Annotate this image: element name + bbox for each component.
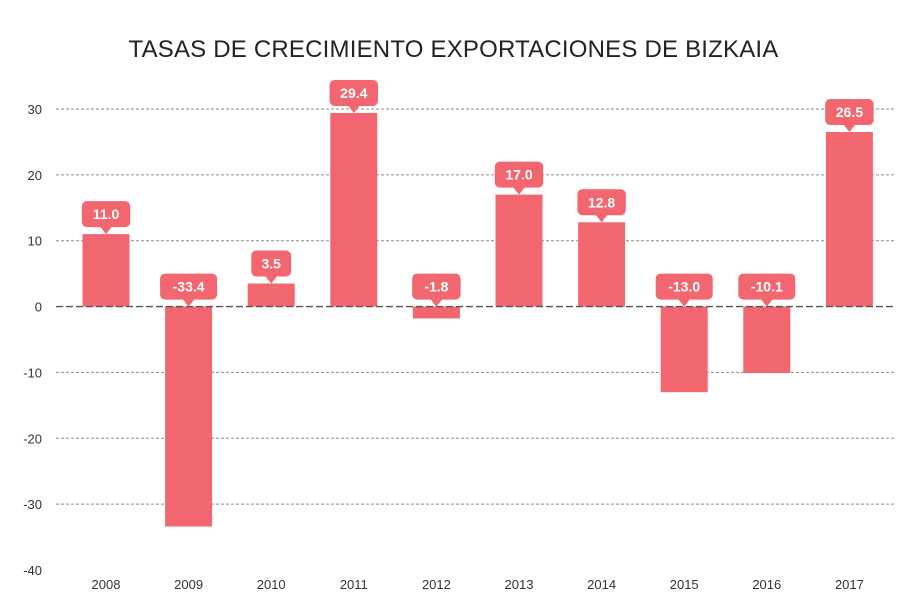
data-label-pointer — [100, 226, 112, 235]
bar-2009 — [165, 306, 213, 527]
data-label-text: 11.0 — [93, 206, 120, 222]
bar-2012 — [412, 306, 460, 319]
data-label-pointer — [678, 299, 691, 307]
data-label-bubble — [494, 161, 544, 188]
bar-2016 — [743, 306, 791, 374]
data-label-2011: 29.4 — [329, 79, 378, 113]
bar-2017 — [825, 132, 873, 307]
bar-2011 — [330, 112, 378, 307]
data-label-bubble — [412, 273, 461, 300]
data-label-2016: -10.1 — [738, 273, 796, 307]
data-label-2012: -1.8 — [412, 273, 461, 307]
x-tick-label: 2013 — [505, 577, 534, 592]
data-label-text: -10.1 — [751, 279, 783, 295]
data-label-pointer — [760, 299, 773, 307]
data-label-text: -1.8 — [424, 279, 448, 295]
x-tick-label: 2012 — [422, 577, 451, 592]
data-label-bubble — [577, 189, 626, 216]
y-tick-label: -40 — [23, 563, 42, 578]
x-tick-label: 2015 — [670, 577, 699, 592]
bar-2015 — [660, 306, 708, 393]
data-label-bubble — [738, 273, 796, 300]
data-label-2017: 26.5 — [825, 99, 874, 133]
data-label-text: 26.5 — [836, 104, 863, 120]
data-label-bubble — [825, 99, 874, 126]
x-tick-label: 2017 — [835, 577, 864, 592]
data-label-pointer — [513, 187, 525, 195]
bar-2013 — [495, 194, 543, 307]
data-label-bubble — [81, 201, 131, 228]
y-tick-label: 10 — [28, 234, 42, 249]
bar-2010 — [247, 283, 295, 307]
data-label-2010: 3.5 — [251, 250, 292, 284]
bars — [82, 112, 873, 527]
data-label-bubble — [329, 79, 378, 106]
data-label-2014: 12.8 — [577, 189, 626, 223]
data-label-2015: -13.0 — [655, 273, 713, 307]
data-label-pointer — [430, 299, 443, 307]
data-label-2008: 11.0 — [81, 201, 131, 235]
bar-2008 — [82, 234, 130, 307]
y-tick-label: -30 — [23, 497, 42, 512]
data-label-text: -33.4 — [173, 279, 205, 295]
data-label-pointer — [182, 299, 195, 307]
data-label-pointer — [347, 105, 360, 113]
data-labels: 11.0 -33.4 3.5 29.4 -1.8 17.0 12.8 -13.0 -10.1 26… — [81, 79, 874, 307]
data-label-text: 17.0 — [505, 167, 532, 183]
data-label-text: 12.8 — [588, 194, 615, 210]
x-tick-label: 2016 — [752, 577, 781, 592]
data-label-pointer — [595, 214, 608, 223]
y-tick-label: -10 — [23, 365, 42, 380]
y-tick-label: 20 — [28, 168, 42, 183]
data-label-2009: -33.4 — [160, 273, 218, 307]
data-label-text: 29.4 — [340, 85, 367, 101]
y-tick-label: 0 — [35, 300, 42, 315]
y-tick-label: -20 — [23, 431, 42, 446]
bar-2014 — [578, 222, 626, 307]
x-tick-label: 2008 — [92, 577, 121, 592]
data-label-text: -13.0 — [668, 279, 700, 295]
x-tick-label: 2010 — [257, 577, 286, 592]
chart-title: TASAS DE CRECIMIENTO EXPORTACIONES DE BI… — [128, 36, 779, 63]
y-tick-label: 30 — [28, 102, 42, 117]
y-axis-ticks: 30 20 10 0 -10 -20 -30 -40 — [23, 102, 42, 578]
data-label-2013: 17.0 — [494, 161, 544, 195]
x-tick-label: 2009 — [174, 577, 203, 592]
data-label-bubble — [160, 273, 218, 300]
x-axis-ticks: 2008 2009 2010 2011 2012 2013 2014 2015 2016 2017 — [92, 577, 864, 592]
x-tick-label: 2014 — [587, 577, 616, 592]
data-label-pointer — [843, 124, 856, 133]
data-label-bubble — [655, 273, 713, 300]
data-label-text: 3.5 — [261, 256, 281, 272]
data-label-bubble — [251, 250, 292, 277]
x-tick-label: 2011 — [340, 577, 368, 592]
data-label-pointer — [265, 276, 278, 284]
